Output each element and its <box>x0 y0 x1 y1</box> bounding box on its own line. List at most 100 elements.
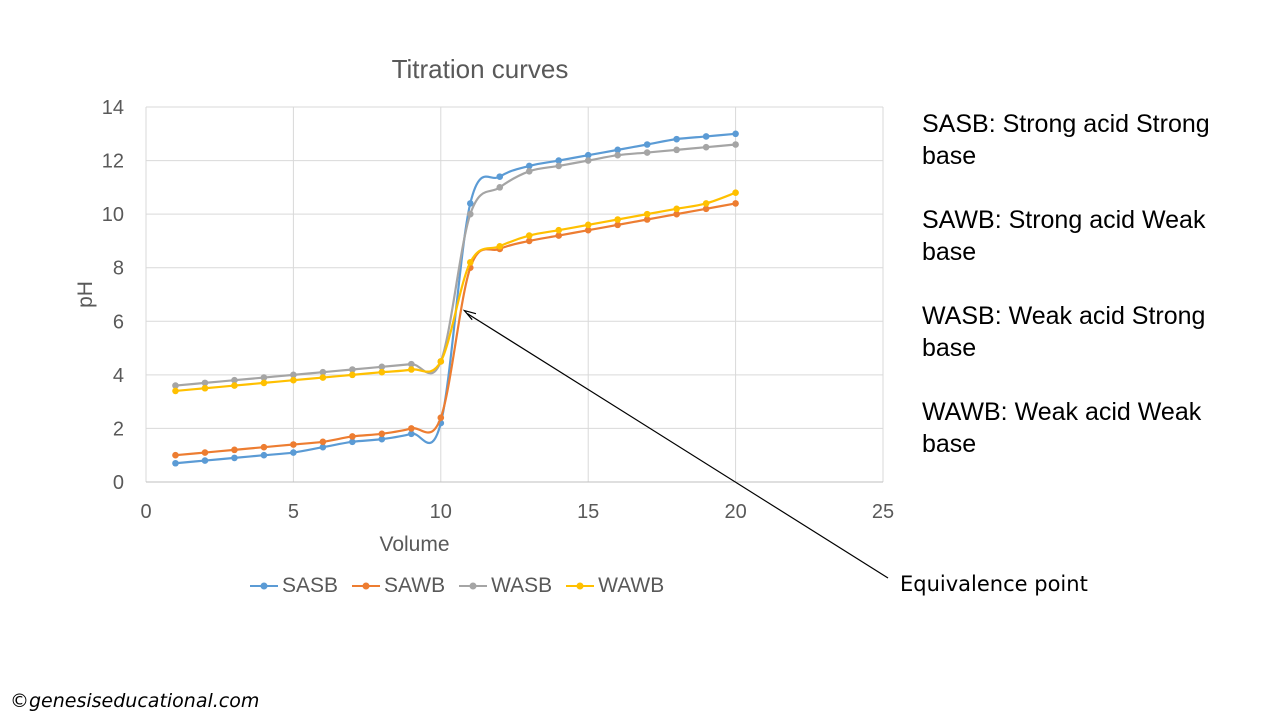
data-point <box>290 449 297 456</box>
data-point <box>673 146 680 154</box>
equivalence-point-label: Equivalence point <box>900 572 1088 596</box>
legend-label: SAWB <box>384 574 446 597</box>
data-point <box>643 141 651 148</box>
data-point <box>584 151 592 159</box>
chart-title: Titration curves <box>391 54 569 84</box>
data-point <box>496 242 504 250</box>
description-sawb: SAWB: Strong acid Weak base <box>922 206 1206 266</box>
data-point <box>673 210 680 218</box>
data-point <box>408 430 415 438</box>
data-point <box>349 438 356 446</box>
data-point <box>408 425 415 432</box>
abbreviation-descriptions: SASB: Strong acid Strong base SAWB: Stro… <box>922 108 1262 492</box>
data-point <box>349 371 356 379</box>
description-wawb: WAWB: Weak acid Weak base <box>922 398 1202 458</box>
data-point <box>231 446 238 454</box>
data-point <box>231 454 238 462</box>
annotation-arrow-line <box>467 313 889 579</box>
data-point <box>673 135 680 143</box>
data-point <box>702 200 710 207</box>
legend-label: WAWB <box>598 574 665 597</box>
x-tick-label: 25 <box>872 501 894 523</box>
legend-label: WASB <box>491 574 553 597</box>
chart-legend: SASB SAWB WASB WAWB <box>250 574 664 598</box>
series-layer <box>172 130 739 467</box>
data-point <box>555 162 563 170</box>
data-point <box>437 358 445 365</box>
data-point <box>319 438 327 446</box>
data-point <box>614 146 621 154</box>
x-tick-label: 20 <box>724 501 746 523</box>
data-point <box>702 143 710 151</box>
data-point <box>231 376 238 384</box>
data-point <box>673 205 680 213</box>
data-point <box>349 366 356 373</box>
series-line <box>175 143 736 387</box>
data-point <box>201 449 209 456</box>
data-point <box>260 374 268 381</box>
x-tick-label: 15 <box>577 501 599 523</box>
data-point <box>466 259 474 266</box>
data-point <box>732 189 739 197</box>
data-point <box>231 382 238 389</box>
data-point <box>614 216 621 223</box>
data-point <box>172 382 179 389</box>
data-point <box>319 443 327 451</box>
data-point <box>260 379 268 387</box>
data-point <box>732 141 739 148</box>
x-axis-label: Volume <box>379 533 449 556</box>
data-point <box>643 149 651 156</box>
series-sawb <box>172 200 739 459</box>
data-point <box>408 360 415 368</box>
data-point <box>702 133 710 140</box>
x-tick-label: 5 <box>288 501 299 523</box>
data-point <box>201 384 209 392</box>
data-point <box>525 232 533 239</box>
data-point <box>525 167 533 175</box>
data-point <box>702 205 710 213</box>
axes: 0 2 4 6 8 10 12 14 0 5 10 15 20 25 Volume pH <box>74 97 894 556</box>
data-point <box>349 433 356 440</box>
data-point <box>378 435 386 443</box>
data-point <box>201 457 209 464</box>
data-point <box>555 232 563 239</box>
description-sasb: SASB: Strong acid Strong base <box>922 110 1210 170</box>
legend-marker-icon <box>250 582 278 590</box>
legend-label: SASB <box>282 574 339 597</box>
y-tick-label: 8 <box>113 258 124 280</box>
data-point <box>525 162 533 170</box>
annotation-arrowhead-icon <box>462 309 477 321</box>
y-tick-label: 10 <box>102 204 124 226</box>
y-tick-label: 6 <box>113 311 124 333</box>
data-point <box>584 226 592 234</box>
data-point <box>290 441 297 448</box>
x-tick-label: 0 <box>140 501 151 523</box>
x-tick-label: 10 <box>430 501 452 523</box>
legend-marker-icon <box>459 582 488 590</box>
data-point <box>732 130 739 138</box>
series-wawb <box>172 189 739 395</box>
series-line <box>175 191 736 393</box>
data-point <box>555 226 563 234</box>
data-point <box>643 210 651 218</box>
data-point <box>378 430 386 438</box>
data-point <box>290 371 297 379</box>
y-tick-label: 12 <box>102 151 124 173</box>
legend-marker-icon <box>566 582 595 590</box>
y-axis-label: pH <box>74 281 97 308</box>
data-point <box>260 443 268 451</box>
y-tick-label: 0 <box>113 472 124 494</box>
legend-item-sasb: SASB <box>250 574 338 598</box>
data-point <box>378 368 386 376</box>
series-wasb <box>172 141 739 389</box>
copyright-text: ©genesiseducational.com <box>10 690 260 712</box>
data-point <box>378 363 386 371</box>
data-point <box>584 157 592 164</box>
legend-item-wasb: WASB <box>459 574 552 598</box>
data-point <box>408 366 415 373</box>
data-point <box>555 157 563 164</box>
data-point <box>466 200 474 207</box>
data-point <box>496 184 504 191</box>
annotation-layer <box>462 309 889 579</box>
